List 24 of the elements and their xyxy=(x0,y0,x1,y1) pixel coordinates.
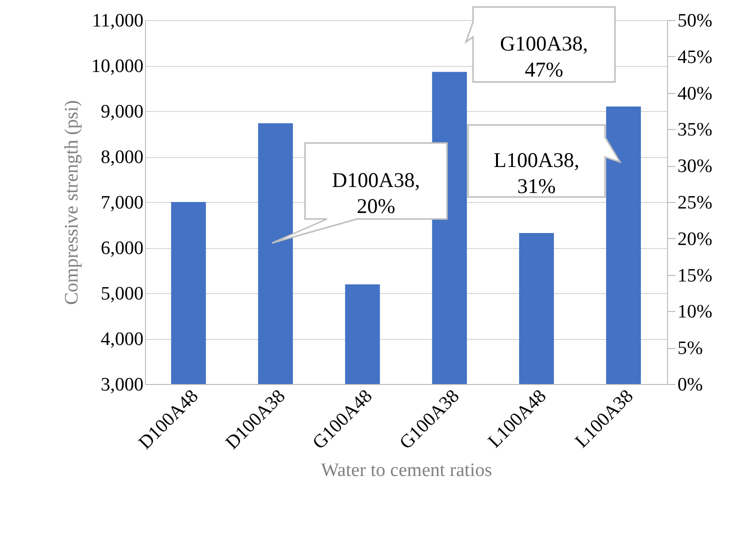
y-tick-label: 7,000 xyxy=(100,192,144,214)
y2-tick-label: 15% xyxy=(678,265,712,286)
annotation: G100A38, 47% xyxy=(500,32,588,82)
y2-tick-label: 0% xyxy=(678,374,703,396)
y2-tick-label: 20% xyxy=(678,228,712,250)
y2-tick-label: 5% xyxy=(678,338,703,360)
y-tick-label: 5,000 xyxy=(100,284,144,304)
y2-tick-label: 25% xyxy=(678,192,712,214)
y2-tick-label: 35% xyxy=(678,120,712,141)
y2-tick-label: 45% xyxy=(678,46,712,68)
y2-tick-label: 50% xyxy=(678,10,712,32)
x-axis-title: Water to cement ratios xyxy=(321,460,492,481)
y2-tick-label: 40% xyxy=(678,83,712,104)
y2-tick-label: 30% xyxy=(678,156,712,178)
y-tick-label: 11,000 xyxy=(92,10,144,32)
y-tick-label: 10,000 xyxy=(91,56,144,77)
y-tick-label: 8,000 xyxy=(100,147,144,168)
y-tick-label: 4,000 xyxy=(100,329,144,350)
y-axis-title: Compressive strength (psi) xyxy=(61,100,82,305)
annotation: L100A38, 31% xyxy=(494,148,580,198)
y2-tick-label: 10% xyxy=(678,302,712,323)
y-tick-label: 9,000 xyxy=(100,102,144,122)
y-tick-label: 6,000 xyxy=(100,238,144,259)
annotation: D100A38, 20% xyxy=(332,168,420,218)
